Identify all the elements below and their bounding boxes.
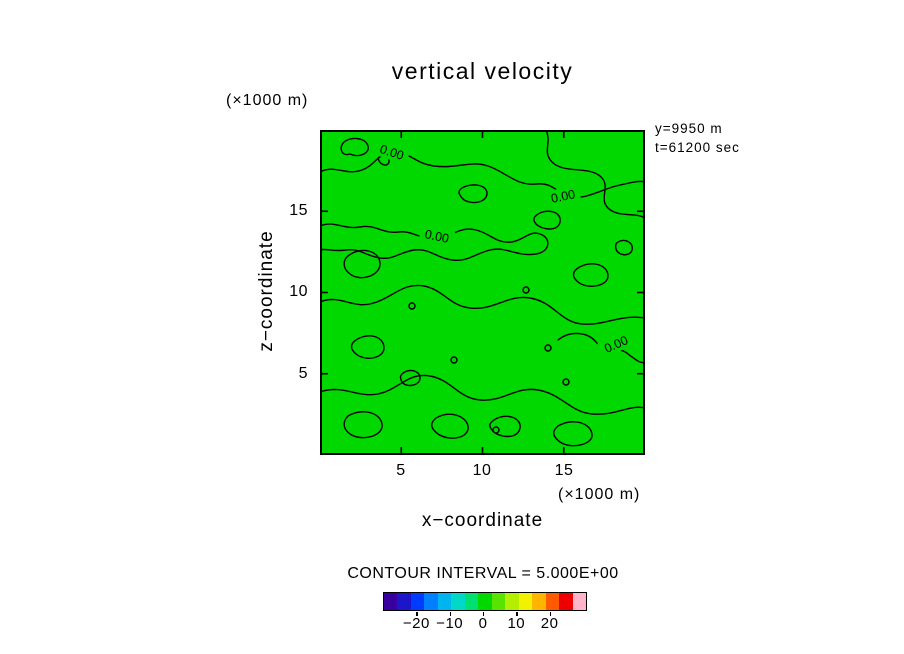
colorbar-segment [424,593,438,610]
x-axis-unit-label: (×1000 m) [558,486,641,503]
colorbar-tick-label: 10 [507,615,526,632]
contour-line [343,411,383,439]
contour-line [431,413,469,439]
contour-line [533,210,561,230]
x-tick-label: 15 [554,462,574,479]
colorbar-segment [464,593,479,610]
colorbar-tick-label: 0 [478,615,488,632]
x-tick-label: 5 [396,462,406,479]
contour-line [320,151,645,198]
colorbar-segment [437,593,452,610]
contour-line [343,249,381,279]
colorbar-tick [482,612,485,616]
chart-title: vertical velocity [391,58,574,84]
colorbar-tick [516,612,518,616]
contour-label-text: 0.00 [424,227,451,246]
contour-line [320,284,645,325]
colorbar-segment [572,593,587,610]
contour-label-mask [373,139,411,165]
contour-line [350,335,385,359]
contour-line-label: 0.00 [418,224,456,248]
contour-fill [320,130,645,455]
y-tick-label: 5 [298,365,308,382]
colorbar-tick [416,612,418,616]
contour-line [450,356,458,364]
colorbar-segment [451,593,465,610]
contour-plot: 0.000.000.000.00 [320,130,645,455]
contour-line-label: 0.00 [373,139,411,165]
contour-line [492,426,500,434]
contour-line [408,302,416,310]
contour-line-label: 0.00 [544,184,582,208]
colorbar-segment [410,593,425,610]
colorbar-segment [384,593,398,610]
contour-label-text: 0.00 [550,187,577,206]
colorbar-segment [397,593,411,610]
colorbar-segment [545,593,560,610]
contour-line [320,223,549,262]
y-axis-unit-label: (×1000 m) [226,92,309,109]
colorbar-tick [449,612,452,616]
colorbar-segment [559,593,573,610]
colorbar-segment [532,593,546,610]
contour-line [614,239,633,256]
contour-line [544,344,552,352]
contour-interval-text: CONTOUR INTERVAL = 5.000E+00 [347,565,619,582]
contour-line [489,415,521,438]
colorbar: −20 −10 0 10 20 [383,592,587,644]
contour-line [553,421,593,447]
time-annotation: t=61200 sec [655,140,740,155]
contour-label-mask [544,184,582,208]
colorbar-segment [478,593,492,610]
colorbar-segment [518,593,533,610]
contour-line [320,374,645,415]
contour-line [572,263,609,287]
colorbar-strip [383,592,587,611]
y-tick-label: 10 [289,283,308,300]
colorbar-tick-label: −10 [436,615,464,632]
contour-line [562,378,570,386]
y-tick-label: 15 [289,202,308,219]
colorbar-tick [549,612,552,616]
colorbar-tick-label: −20 [402,615,430,632]
contour-label-mask [597,329,635,359]
colorbar-segment [491,593,506,610]
contour-line [545,130,645,219]
contour-line [399,369,421,387]
contour-line [458,184,488,204]
contour-line [522,286,530,294]
contour-line [340,137,369,157]
x-tick-label: 10 [472,462,492,479]
x-axis-title: x−coordinate [421,510,544,531]
colorbar-tick-label: 20 [540,615,559,632]
colorbar-segment [505,593,519,610]
contour-label-mask [418,224,456,248]
slice-annotation: y=9950 m [655,121,723,136]
